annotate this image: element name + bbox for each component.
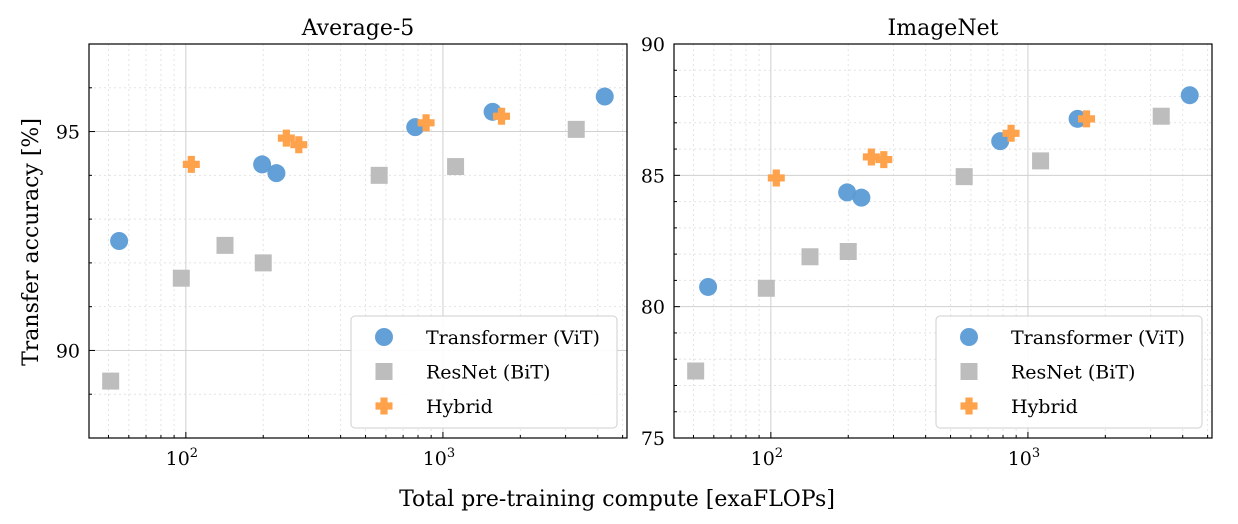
legend: Transformer (ViT) ResNet (BiT) Hybrid bbox=[935, 315, 1203, 429]
y-tick-label: 95 bbox=[56, 122, 80, 144]
legend-label: ResNet (BiT) bbox=[426, 362, 550, 384]
y-axis-label: Transfer accuracy [%] bbox=[19, 118, 44, 366]
data-point-square bbox=[216, 236, 234, 254]
legend-marker-circle bbox=[375, 328, 393, 346]
data-point-circle bbox=[1180, 86, 1199, 105]
data-point-square bbox=[955, 168, 973, 186]
legend-marker-square bbox=[375, 363, 393, 380]
data-point-circle bbox=[838, 183, 857, 202]
data-point-circle bbox=[595, 87, 614, 106]
legend-marker-square bbox=[960, 363, 978, 380]
data-point-plus bbox=[767, 169, 785, 187]
data-point-square bbox=[172, 269, 190, 287]
data-point-circle bbox=[110, 232, 129, 250]
data-point-square bbox=[102, 372, 120, 390]
legend-label: Transformer (ViT) bbox=[1011, 327, 1185, 349]
data-point-square bbox=[370, 166, 388, 184]
data-point-plus bbox=[493, 107, 511, 125]
y-tick-label: 75 bbox=[641, 428, 665, 450]
x-axis-label: Total pre-training compute [exaFLOPs] bbox=[399, 487, 835, 512]
data-point-square bbox=[757, 279, 775, 297]
data-point-plus bbox=[1002, 124, 1020, 142]
x-tick-label: 103 bbox=[423, 446, 455, 470]
data-point-square bbox=[1032, 152, 1050, 170]
data-point-square bbox=[567, 120, 585, 138]
x-tick-label: 103 bbox=[1008, 446, 1040, 470]
legend-marker-plus bbox=[960, 397, 978, 415]
data-point-plus bbox=[290, 136, 308, 154]
data-point-circle bbox=[253, 155, 272, 174]
chart-title: ImageNet bbox=[888, 16, 999, 41]
y-tick-label: 90 bbox=[641, 34, 665, 56]
data-point-plus bbox=[875, 151, 893, 169]
legend: Transformer (ViT) ResNet (BiT) Hybrid bbox=[350, 315, 618, 429]
data-point-square bbox=[1152, 107, 1170, 125]
data-point-plus bbox=[182, 155, 200, 173]
x-tick-exponent: 3 bbox=[447, 446, 455, 461]
plot-frame bbox=[88, 43, 628, 439]
plot-frame bbox=[673, 43, 1213, 439]
data-point-square bbox=[839, 243, 857, 261]
y-tick-label: 85 bbox=[641, 165, 665, 187]
data-point-square bbox=[447, 158, 465, 176]
data-point-plus bbox=[277, 129, 295, 147]
legend-label: Transformer (ViT) bbox=[426, 327, 600, 349]
data-point-circle bbox=[1068, 109, 1087, 128]
data-point-plus bbox=[417, 114, 435, 132]
data-point-plus bbox=[1078, 110, 1096, 128]
data-point-circle bbox=[267, 164, 286, 183]
chart-title: Average-5 bbox=[301, 16, 415, 41]
data-point-circle bbox=[852, 188, 871, 207]
data-point-square bbox=[687, 362, 705, 380]
legend-label: Hybrid bbox=[1011, 396, 1078, 418]
chart-imagenet: 102 103 75 80 85 90 ImageNet Transformer (ViT) R… bbox=[641, 16, 1213, 470]
x-tick-label: 102 bbox=[751, 446, 783, 470]
x-tick-exponent: 3 bbox=[1032, 446, 1040, 461]
legend-label: Hybrid bbox=[426, 396, 493, 418]
y-tick-label: 90 bbox=[56, 340, 80, 362]
data-point-circle bbox=[699, 277, 718, 296]
legend-marker-circle bbox=[960, 328, 978, 346]
legend-box bbox=[935, 315, 1203, 429]
chart-average-5: 102 103 90 95 Average-5 Transformer (ViT) ResN… bbox=[56, 16, 628, 470]
legend-marker-plus bbox=[375, 397, 393, 415]
y-tick-label: 80 bbox=[641, 297, 665, 319]
data-point-plus bbox=[862, 148, 880, 166]
data-point-square bbox=[254, 254, 272, 272]
data-point-square bbox=[801, 248, 819, 266]
legend-label: ResNet (BiT) bbox=[1011, 362, 1135, 384]
x-tick-exponent: 2 bbox=[190, 446, 198, 461]
legend-box bbox=[350, 315, 618, 429]
x-tick-exponent: 2 bbox=[775, 446, 783, 461]
x-tick-label: 102 bbox=[166, 446, 198, 470]
